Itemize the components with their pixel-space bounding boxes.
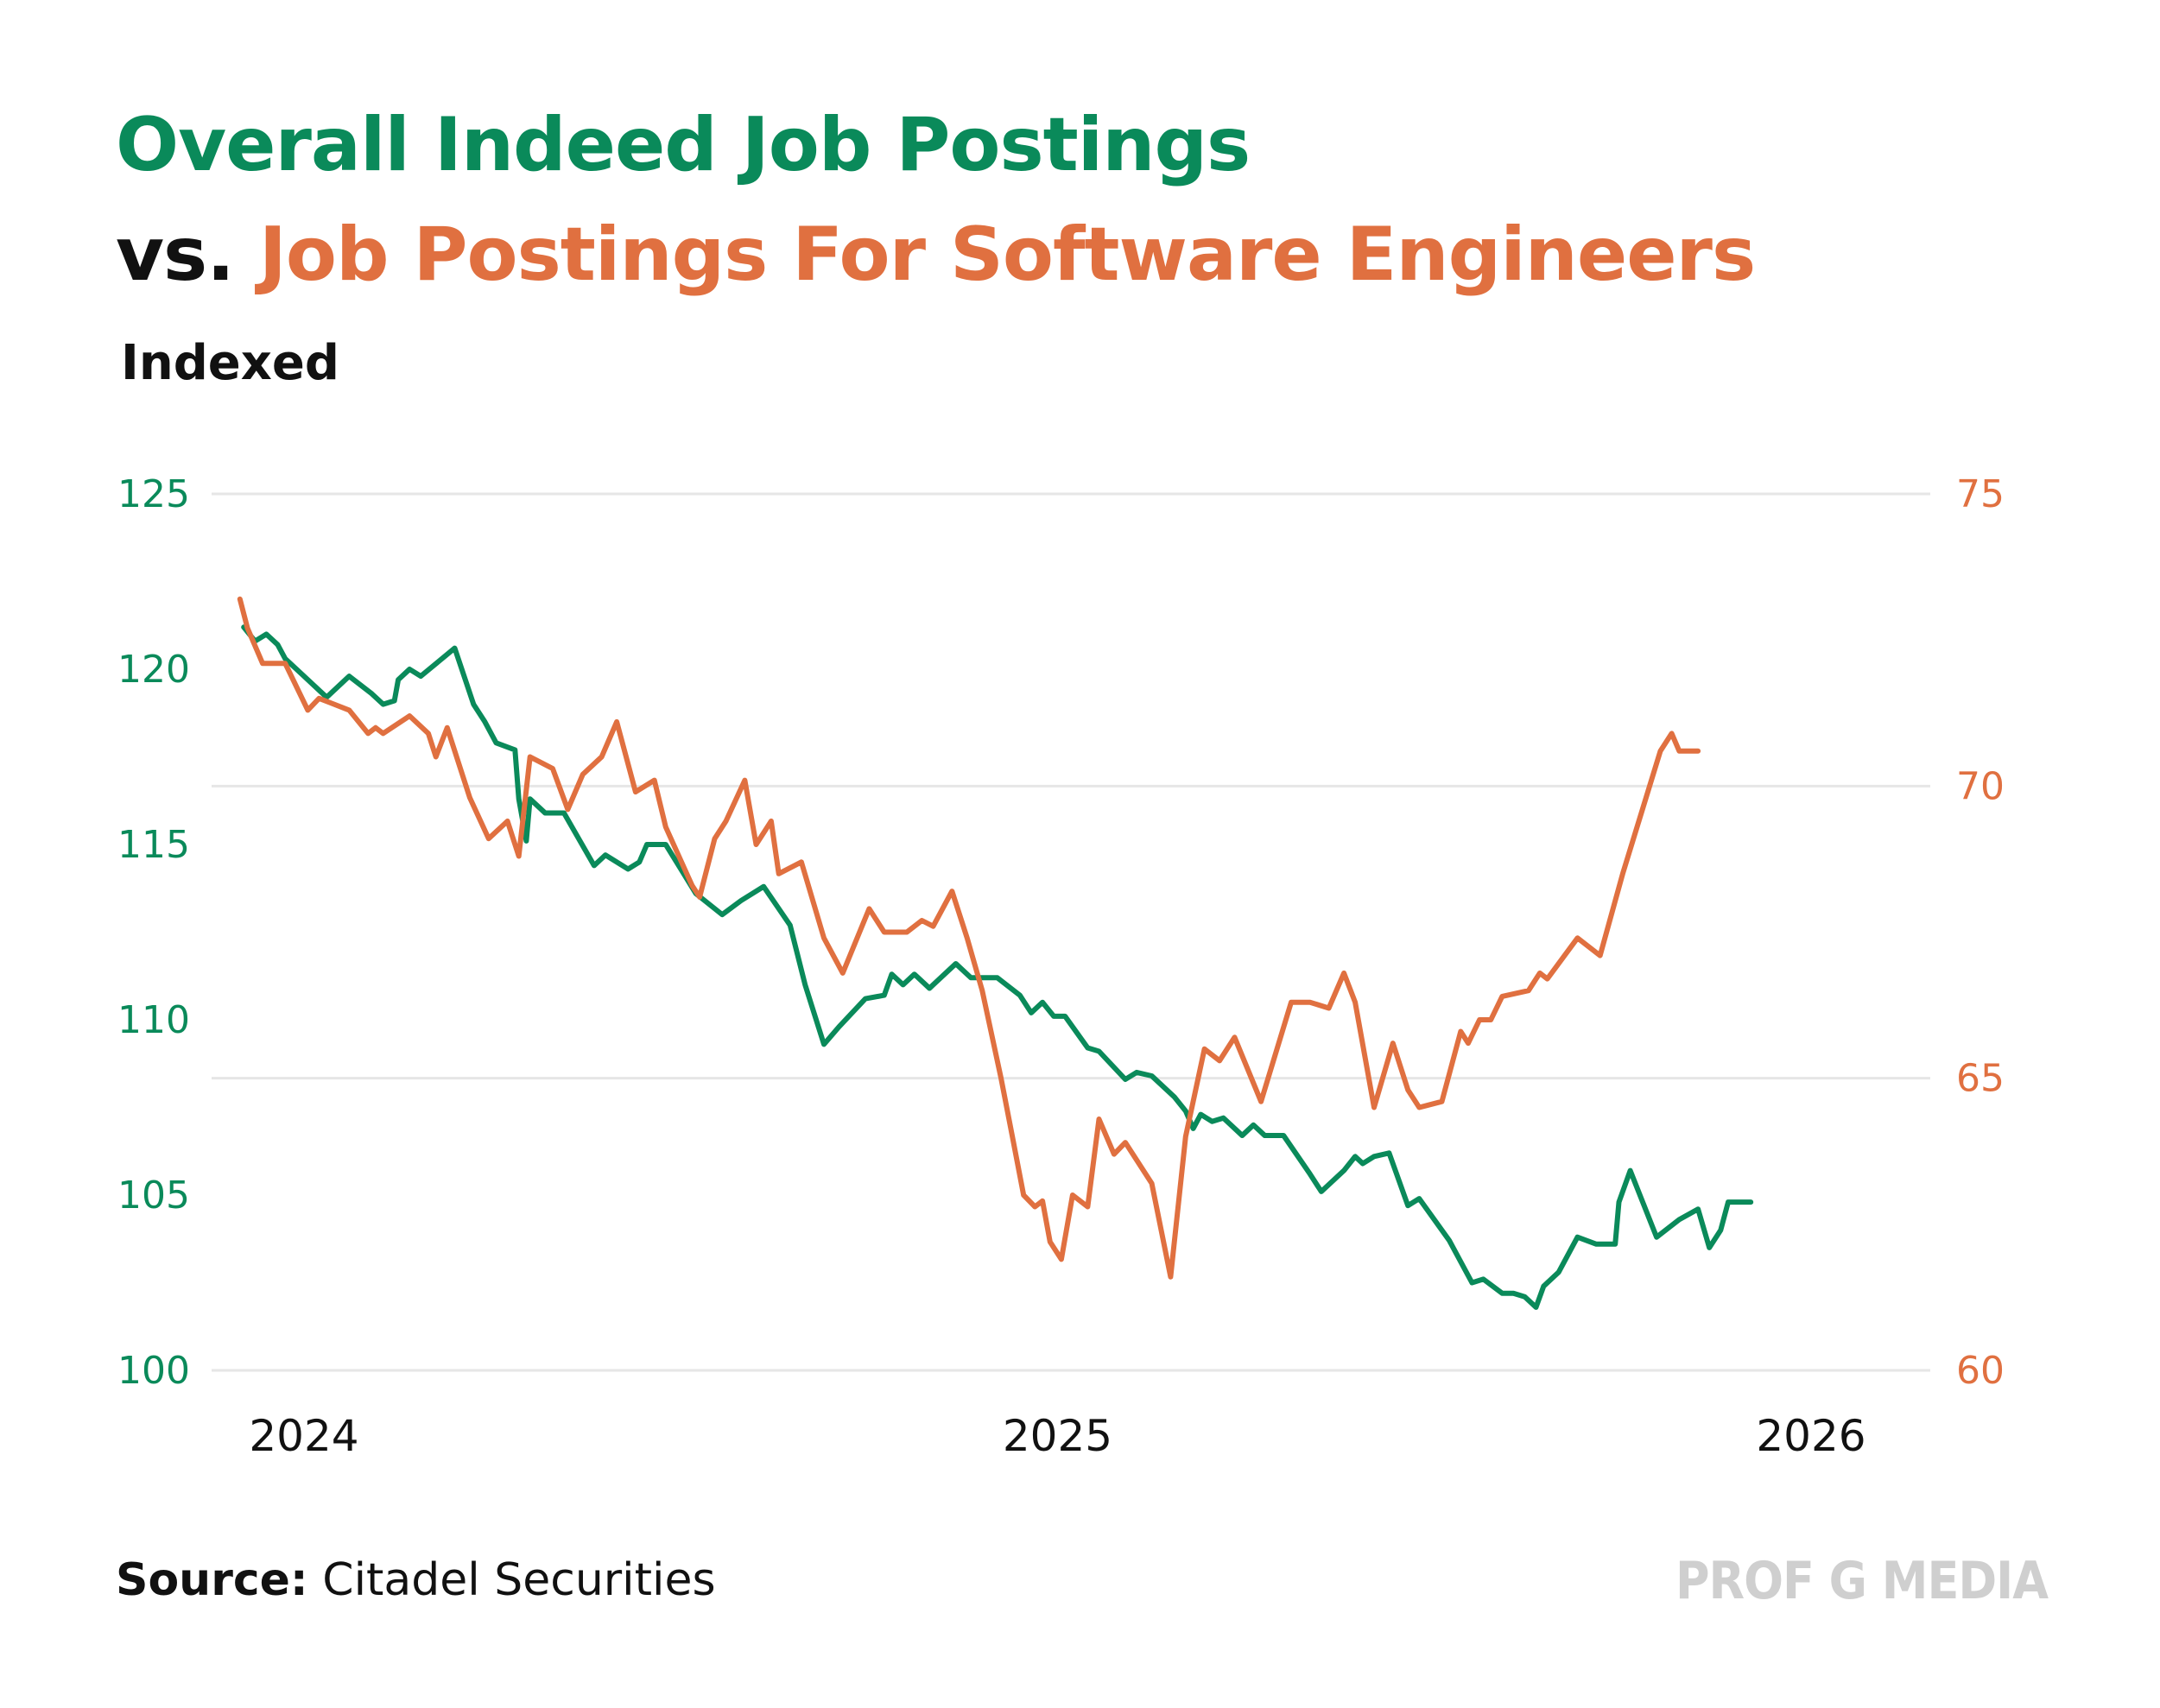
- chart-subtitle: Indexed: [121, 335, 339, 391]
- y-right-tick-label: 60: [1956, 1349, 2005, 1393]
- left-axis: 100 105 110 115 120 125: [117, 472, 190, 1393]
- y-left-tick-label: 115: [117, 823, 190, 867]
- y-right-tick-label: 65: [1956, 1057, 2005, 1101]
- source-note: Source: Citadel Securities: [116, 1554, 716, 1606]
- y-right-tick-label: 75: [1956, 472, 2005, 516]
- source-label: Source:: [116, 1554, 308, 1606]
- x-axis: 2024 2025 2026: [249, 1411, 1865, 1461]
- y-right-tick-label: 70: [1956, 764, 2005, 808]
- y-left-tick-label: 120: [117, 648, 190, 692]
- chart-title-line2: vs. Job Postings For Software Engineers: [116, 212, 1756, 298]
- right-axis: 60 65 70 75: [1956, 472, 2005, 1393]
- y-left-tick-label: 125: [117, 472, 190, 516]
- title-overall: Overall Indeed Job Postings: [116, 102, 1251, 188]
- title-software: Job Postings For Software Engineers: [258, 212, 1756, 298]
- chart-title-line1: Overall Indeed Job Postings: [116, 102, 1251, 188]
- x-tick-label: 2026: [1756, 1411, 1865, 1461]
- series: [237, 596, 1754, 1310]
- x-tick-label: 2024: [249, 1411, 358, 1461]
- source-text: Citadel Securities: [322, 1554, 716, 1606]
- series-software-line: [237, 596, 1701, 1280]
- y-left-tick-label: 105: [117, 1173, 190, 1218]
- x-tick-label: 2025: [1003, 1411, 1112, 1461]
- y-left-tick-label: 110: [117, 998, 190, 1042]
- gridlines: [212, 492, 1930, 1372]
- series-overall-line: [241, 624, 1754, 1310]
- title-vs: vs.: [116, 212, 235, 298]
- brand-watermark: PROF G MEDIA: [1675, 1551, 2049, 1611]
- y-left-tick-label: 100: [117, 1349, 190, 1393]
